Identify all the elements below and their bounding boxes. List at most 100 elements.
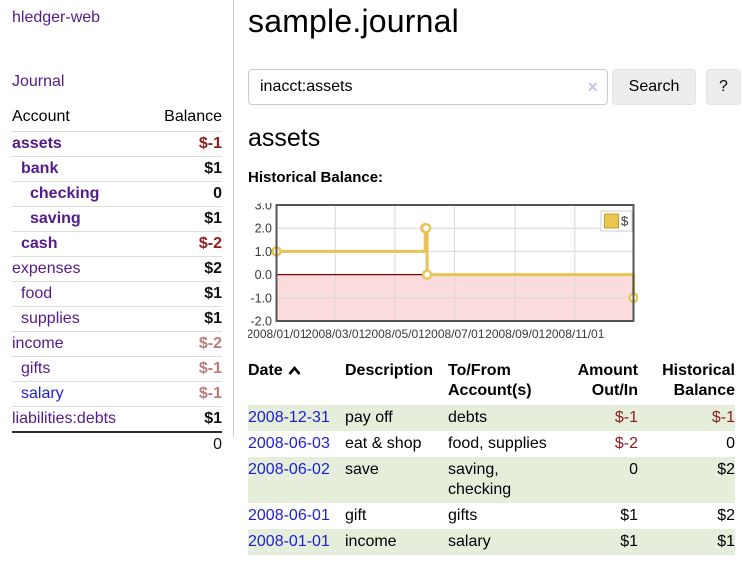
search-bar: × Search ?	[248, 69, 742, 105]
accounts-total-value: 0	[146, 431, 222, 457]
svg-text:-1.0: -1.0	[250, 291, 272, 305]
account-balance: $1	[146, 281, 222, 307]
account-row: supplies $1	[12, 306, 222, 332]
register-date-link[interactable]: 2008-06-01	[248, 507, 330, 524]
account-balance: $1	[146, 156, 222, 182]
register-col-description: Description	[345, 359, 448, 405]
register-amount: $-2	[614, 435, 638, 452]
svg-text:2.0: 2.0	[255, 222, 272, 236]
register-date-cell: 2008-06-02	[248, 457, 345, 503]
account-row: bank $1	[12, 156, 222, 182]
register-accounts: food, supplies	[448, 435, 547, 452]
help-button[interactable]: ?	[706, 69, 741, 105]
account-balance: $-1	[146, 381, 222, 407]
account-name-cell: saving	[12, 206, 147, 232]
register-col-historical-balance: Historical Balance	[638, 359, 735, 405]
account-balance: $1	[146, 306, 222, 332]
main-content: sample.journal × Search ? assets Histori…	[246, 0, 742, 582]
account-balance: $-2	[146, 231, 222, 257]
register-row: 2008-12-31 pay off debts $-1 $-1	[248, 405, 735, 431]
accounts-total-row: 0	[12, 431, 222, 457]
register-date-cell: 2008-06-03	[248, 431, 345, 457]
account-balance: $-1	[146, 131, 222, 157]
svg-text:2008/07/01: 2008/07/01	[424, 327, 484, 341]
account-row: gifts $-1	[12, 356, 222, 382]
account-link[interactable]: expenses	[12, 260, 81, 277]
register-description: income	[345, 529, 448, 555]
register-col-label: Description	[345, 362, 434, 379]
accounts-col-balance: Balance	[164, 108, 222, 125]
search-input[interactable]	[249, 70, 607, 104]
chart-svg: $3.0 2.0 1.0 0.0 -1.0 -2.02008/01/012008/03/0…	[246, 199, 639, 341]
svg-text:$: $	[621, 214, 629, 229]
account-link[interactable]: bank	[21, 160, 59, 177]
register-date-cell: 2008-12-31	[248, 405, 345, 431]
register-date-cell: 2008-06-01	[248, 503, 345, 529]
register-col-to-from-account-s-: To/From Account(s)	[448, 359, 552, 405]
register-description: eat & shop	[345, 435, 422, 452]
account-title: assets	[248, 124, 321, 152]
account-link[interactable]: liabilities:debts	[12, 410, 117, 427]
account-name-cell: checking	[12, 181, 147, 207]
register-col-date[interactable]: Date	[248, 359, 345, 405]
register-amount: $1	[620, 507, 638, 524]
clear-search-icon[interactable]: ×	[587, 77, 598, 97]
account-link[interactable]: income	[12, 335, 64, 352]
register-date-cell: 2008-01-01	[248, 529, 345, 555]
register-date-link[interactable]: 2008-12-31	[248, 409, 330, 426]
account-link[interactable]: gifts	[21, 360, 51, 377]
register-date-link[interactable]: 2008-06-03	[248, 435, 330, 452]
account-link[interactable]: salary	[21, 385, 64, 402]
accounts-col-account: Account	[12, 108, 70, 125]
svg-text:2008/11/01: 2008/11/01	[545, 327, 604, 341]
sidebar: hledger-web Journal Account Balance asse…	[0, 0, 233, 457]
account-name-cell: food	[12, 281, 147, 307]
svg-text:-2.0: -2.0	[250, 315, 272, 329]
sort-asc-icon[interactable]	[288, 366, 301, 376]
account-name-cell: bank	[12, 156, 147, 182]
account-name-cell: cash	[12, 231, 147, 257]
svg-text:2008/09/01: 2008/09/01	[485, 327, 545, 341]
register-row: 2008-06-01 gift gifts $1 $2	[248, 503, 735, 529]
account-link[interactable]: food	[21, 285, 53, 302]
register-accounts: salary	[448, 529, 552, 555]
register-table: Date Description To/From Account(s) Amount …	[248, 359, 735, 555]
register-balance: 0	[726, 435, 735, 452]
register-description: gift	[345, 507, 367, 524]
account-row: assets $-1	[12, 131, 222, 157]
register-accounts: gifts	[448, 507, 478, 524]
accounts-total-spacer	[12, 431, 147, 457]
register-date-link[interactable]: 2008-06-02	[248, 461, 330, 478]
register-balance: $-1	[638, 405, 735, 431]
chart-legend: $	[600, 210, 633, 232]
accounts-table: Account Balance assets $-1 bank $1 checking 0…	[12, 106, 222, 457]
register-balance: $1	[638, 529, 735, 555]
svg-text:2008/01/01: 2008/01/01	[248, 327, 307, 341]
search-input-wrap: ×	[248, 69, 608, 105]
register-amount: 0	[552, 457, 638, 503]
register-balance: $2	[717, 507, 735, 524]
app-title-link[interactable]: hledger-web	[12, 9, 101, 26]
account-balance: $1	[146, 206, 222, 232]
nav-journal-link[interactable]: Journal	[12, 73, 65, 90]
account-balance: $-2	[146, 331, 222, 357]
register-accounts: debts	[448, 405, 552, 431]
account-balance: $2	[146, 256, 222, 282]
account-link[interactable]: checking	[30, 185, 100, 202]
account-link[interactable]: saving	[30, 210, 81, 227]
account-link[interactable]: cash	[21, 235, 58, 252]
register-amount: $1	[552, 529, 638, 555]
register-col-label: To/From Account(s)	[448, 362, 532, 399]
accounts-header-row: Account Balance	[12, 106, 222, 132]
register-description: pay off	[345, 405, 448, 431]
register-date-link[interactable]: 2008-01-01	[248, 533, 330, 550]
svg-text:3.0: 3.0	[255, 203, 272, 213]
account-name-cell: gifts	[12, 356, 147, 382]
account-link[interactable]: assets	[12, 135, 62, 152]
account-row: saving $1	[12, 206, 222, 232]
account-name-cell: supplies	[12, 306, 147, 332]
account-balance: 0	[146, 181, 222, 207]
search-button[interactable]: Search	[612, 69, 696, 105]
account-link[interactable]: supplies	[21, 310, 80, 327]
register-row: 2008-06-03 eat & shop food, supplies $-2 0	[248, 431, 735, 457]
